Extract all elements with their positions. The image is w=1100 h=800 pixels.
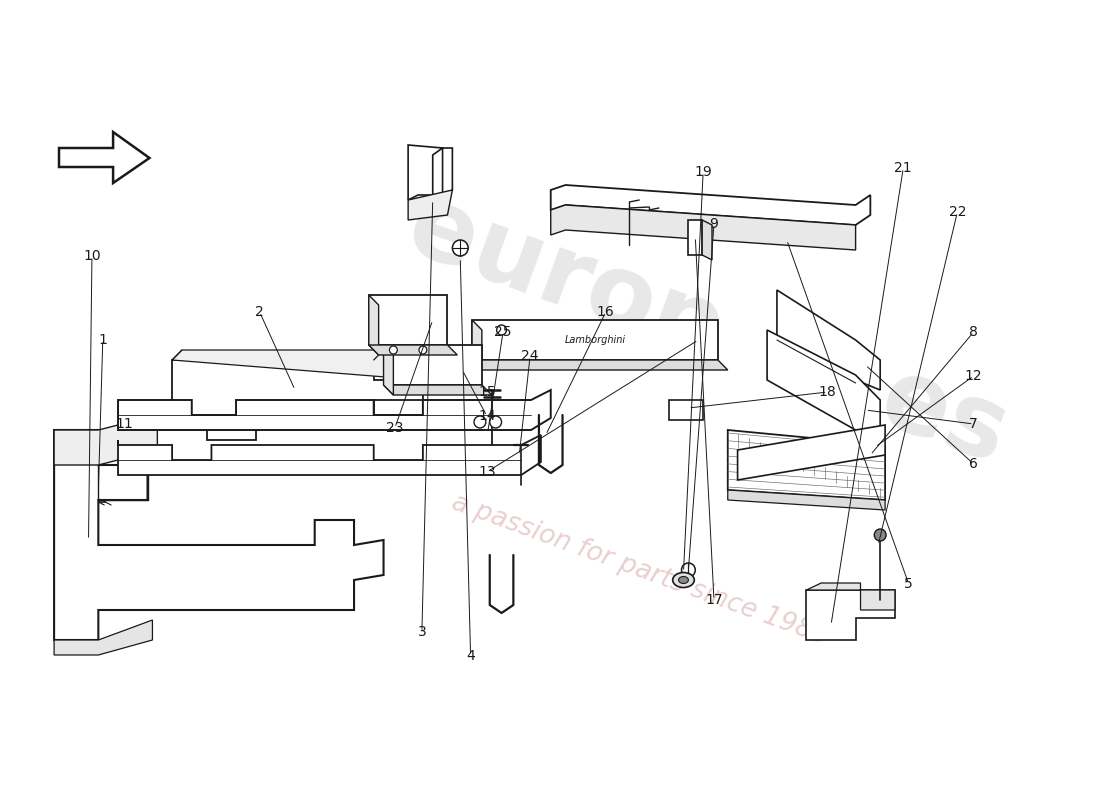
Polygon shape [738, 425, 886, 480]
Polygon shape [472, 360, 728, 370]
Polygon shape [368, 295, 448, 345]
Text: 21: 21 [894, 161, 912, 175]
Polygon shape [806, 583, 895, 610]
Text: 25: 25 [494, 325, 512, 339]
Ellipse shape [673, 573, 694, 587]
Polygon shape [551, 205, 856, 250]
Bar [669, 400, 703, 420]
Text: 15: 15 [478, 385, 496, 399]
Polygon shape [54, 415, 157, 465]
Polygon shape [728, 430, 886, 500]
Text: 13: 13 [478, 465, 496, 479]
Text: Lamborghini: Lamborghini [564, 335, 626, 345]
Polygon shape [728, 490, 886, 510]
Text: 11: 11 [116, 417, 133, 431]
Polygon shape [368, 345, 458, 355]
Text: 16: 16 [597, 305, 615, 319]
Text: 23: 23 [386, 421, 404, 435]
Text: a passion for parts since 1985: a passion for parts since 1985 [448, 490, 830, 650]
Text: 18: 18 [818, 385, 836, 399]
Text: 22: 22 [948, 205, 966, 219]
Polygon shape [384, 345, 482, 385]
Text: 1: 1 [98, 333, 107, 347]
Text: 5: 5 [904, 577, 913, 591]
Polygon shape [408, 145, 452, 200]
Text: 12: 12 [965, 369, 982, 383]
Polygon shape [118, 390, 551, 430]
Polygon shape [91, 465, 106, 510]
Polygon shape [551, 185, 870, 225]
Polygon shape [472, 320, 718, 360]
Polygon shape [172, 350, 432, 390]
Polygon shape [384, 345, 394, 395]
Polygon shape [54, 430, 384, 640]
Polygon shape [384, 385, 492, 395]
Polygon shape [118, 435, 541, 475]
Text: 10: 10 [84, 249, 101, 263]
Circle shape [389, 346, 397, 354]
Polygon shape [806, 590, 895, 640]
Circle shape [490, 416, 502, 428]
Polygon shape [59, 132, 150, 183]
Polygon shape [472, 320, 482, 370]
Polygon shape [702, 220, 712, 260]
Text: 9: 9 [710, 217, 718, 231]
Polygon shape [777, 290, 880, 390]
Circle shape [496, 325, 506, 335]
Text: 6: 6 [969, 457, 978, 471]
Text: 4: 4 [466, 649, 475, 663]
Ellipse shape [679, 577, 689, 583]
Polygon shape [767, 330, 880, 440]
Polygon shape [368, 295, 378, 355]
Text: 17: 17 [705, 593, 723, 607]
Circle shape [682, 563, 695, 577]
Polygon shape [54, 620, 153, 655]
Text: 24: 24 [521, 349, 539, 363]
Text: 19: 19 [694, 165, 712, 179]
Circle shape [452, 240, 469, 256]
Polygon shape [689, 220, 702, 255]
Circle shape [419, 346, 427, 354]
Text: 8: 8 [969, 325, 978, 339]
Circle shape [474, 416, 486, 428]
Text: 2: 2 [255, 305, 264, 319]
Text: 3: 3 [418, 625, 427, 639]
Polygon shape [172, 360, 422, 440]
Polygon shape [408, 190, 452, 220]
Text: 7: 7 [969, 417, 978, 431]
Circle shape [874, 529, 887, 541]
Text: 14: 14 [478, 409, 496, 423]
Text: europ     es: europ es [395, 177, 1021, 483]
